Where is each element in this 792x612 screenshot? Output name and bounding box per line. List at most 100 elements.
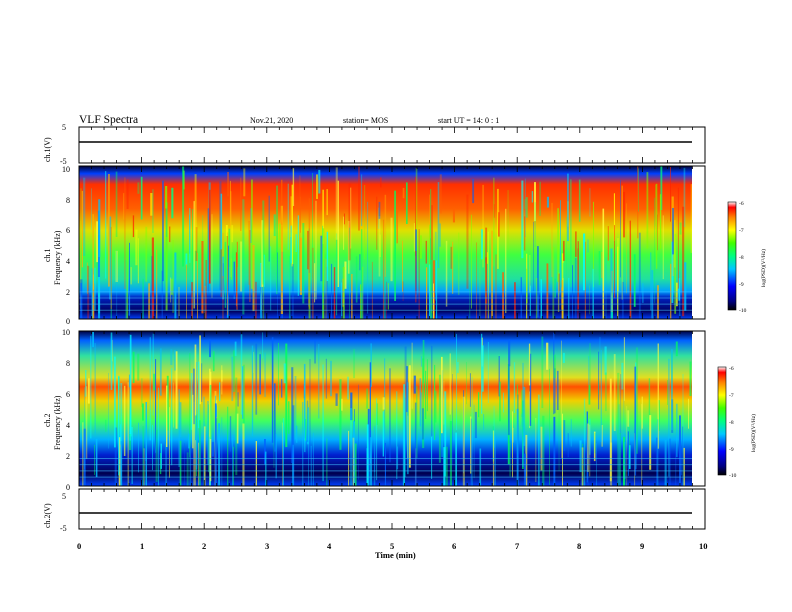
spectrogram-streak (130, 267, 132, 285)
spectrogram-streak (379, 234, 381, 257)
xtick-1: 1 (140, 541, 144, 551)
spectrogram-streak (290, 196, 292, 233)
spectrogram-streak (478, 392, 480, 418)
spectrogram-streak (118, 437, 121, 486)
spectrogram-streak (507, 190, 509, 250)
spectrogram-streak (249, 230, 251, 303)
spectrogram-streak (609, 378, 612, 482)
spectrogram-streak (437, 182, 440, 268)
spectrogram-streak (623, 389, 625, 450)
spectrogram-streak (316, 174, 318, 199)
spectrogram-streak (281, 379, 283, 398)
spectrogram-streak (178, 286, 180, 319)
interference-line (79, 464, 692, 466)
spectrogram-streak (404, 397, 406, 478)
spectrogram-streak (150, 193, 153, 216)
spectrogram-streak (366, 424, 369, 486)
ch2-ytick-neg5: -5 (60, 524, 67, 533)
spectrogram-streak (347, 221, 351, 274)
spectrogram-streak (526, 268, 528, 304)
spectrogram-streak (578, 179, 581, 222)
spectrogram-streak (192, 209, 193, 319)
spectrogram-streak (604, 346, 607, 375)
spectrogram-streak (483, 414, 485, 430)
spectrogram-streak (485, 257, 487, 319)
spectrogram-streak (556, 370, 559, 410)
spectrogram-streak (674, 233, 677, 314)
spectrogram-streak (118, 375, 120, 476)
spectrogram-streak (219, 181, 222, 291)
spectrogram-streak (169, 407, 170, 478)
spectrogram-streak (567, 173, 569, 242)
spectrogram-streak (610, 248, 613, 319)
spec2-ytick-2: 2 (66, 452, 70, 461)
spectrogram-streak (516, 408, 519, 486)
spectrogram-streak (271, 337, 274, 443)
spectrogram-streak (394, 190, 396, 301)
spectrogram-streak (80, 188, 82, 283)
spectrogram-streak (469, 284, 471, 319)
spectrogram-streak (264, 352, 266, 397)
spectrogram-streak (278, 223, 281, 248)
spectrogram-streak (307, 407, 309, 445)
spectrogram-streak (382, 411, 384, 457)
spectrogram-streak (657, 214, 658, 251)
spectrogram-streak (581, 447, 584, 486)
spectrogram-streak (218, 423, 221, 486)
spectrogram-streak (493, 405, 495, 448)
spectrogram-streak (87, 378, 90, 404)
spectrogram-streak (326, 266, 328, 319)
spectrogram-streak (486, 252, 488, 264)
spectrogram-streak (335, 393, 338, 406)
spectrogram-streak (234, 341, 237, 356)
spectrogram-streak (369, 362, 371, 464)
spectrogram-streak (416, 385, 418, 458)
cb2-tick-neg7: -7 (729, 393, 734, 399)
spec2-ytick-0: 0 (66, 483, 70, 492)
spectrogram-streak (85, 386, 88, 459)
ch1-spectrogram-streaks (79, 166, 692, 319)
spectrogram-streak (326, 231, 329, 281)
spectrogram-streak (174, 349, 176, 371)
spectrogram-streak (132, 215, 135, 238)
spectrogram-streak (116, 250, 118, 319)
spectrogram-streak (449, 353, 451, 415)
spectrogram-streak (135, 229, 138, 266)
ch2-voltage-ylabel: ch.2(V) (43, 503, 52, 528)
spectrogram-streak (508, 339, 511, 367)
spectrogram-streak (503, 392, 504, 413)
spectrogram-streak (308, 407, 309, 486)
ch1-spectrogram-image (79, 166, 692, 319)
spectrogram-streak (194, 344, 197, 416)
spectrogram-streak (149, 337, 151, 441)
spectrogram-streak (502, 272, 504, 319)
spectrogram-streak (158, 387, 159, 486)
spectrogram-streak (414, 402, 417, 486)
spectrogram-streak (443, 380, 445, 425)
spectrogram-streak (160, 443, 162, 469)
spectrogram-streak (529, 353, 532, 426)
spectrogram-streak (204, 285, 206, 319)
spectrogram-streak (268, 195, 270, 262)
spectrogram-streak (344, 261, 347, 289)
spectrogram-streak (659, 194, 662, 249)
spectrogram-streak (350, 408, 353, 486)
spectrogram-streak (255, 441, 257, 486)
spectrogram-streak (282, 418, 284, 486)
spectrogram-streak (335, 167, 338, 240)
spectrogram-streak (224, 241, 227, 308)
interference-line (79, 458, 692, 459)
spectrogram-streak (499, 381, 501, 422)
spectrogram-streak (358, 166, 360, 231)
spectrogram-streak (142, 278, 144, 319)
spectrogram-streak (322, 364, 324, 482)
spectrogram-streak (292, 168, 295, 206)
spectrogram-streak (310, 445, 312, 486)
spectrogram-streak (231, 356, 234, 402)
spectrogram-streak (413, 223, 415, 252)
spectrogram-streak (237, 392, 239, 407)
spectrogram-streak (283, 363, 286, 384)
spectrogram-streak (236, 254, 238, 310)
cb1-label: log(PSD)(V²/Hz) (760, 249, 767, 287)
spectrogram-streak (276, 185, 278, 295)
